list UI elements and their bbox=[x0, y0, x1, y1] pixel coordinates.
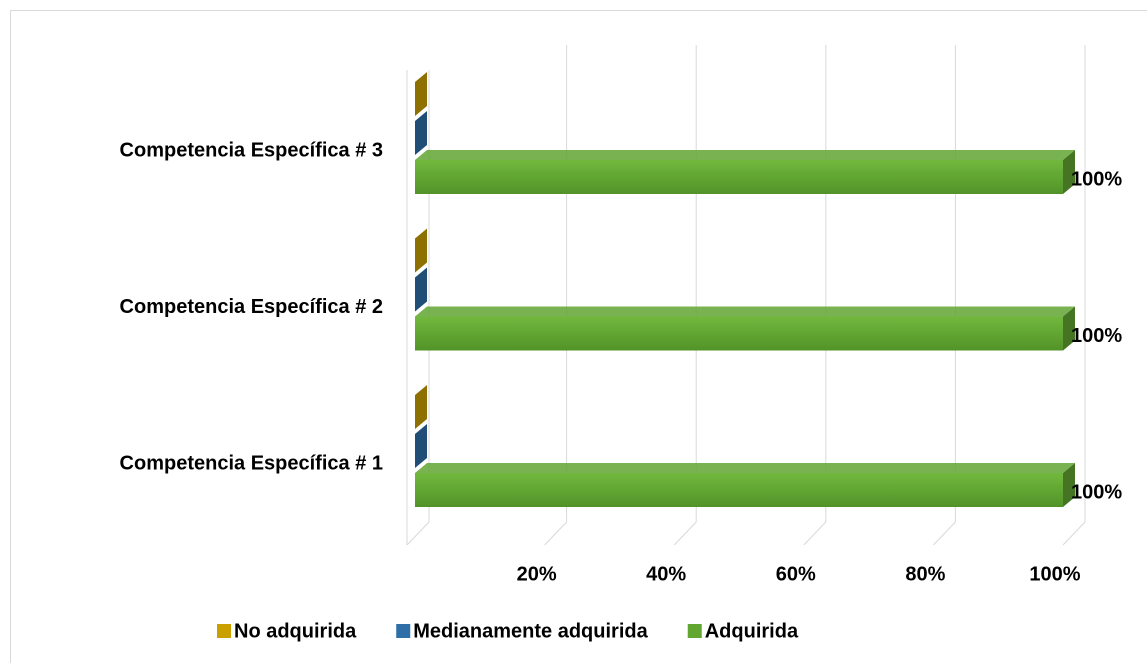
bar-side bbox=[1063, 150, 1075, 194]
bar-side bbox=[415, 385, 427, 429]
data-label: 100% bbox=[1071, 481, 1122, 503]
legend-swatch bbox=[217, 624, 231, 638]
bar bbox=[415, 316, 1063, 351]
x-tick-label: 60% bbox=[776, 563, 816, 585]
bar-side bbox=[415, 267, 427, 312]
legend-label: Medianamente adquirida bbox=[413, 620, 648, 642]
data-label: 100% bbox=[1071, 168, 1122, 190]
grid-floor-line bbox=[1062, 521, 1086, 546]
x-tick-label: 100% bbox=[1029, 563, 1080, 585]
bar-side bbox=[415, 228, 427, 273]
legend-label: No adquirida bbox=[234, 620, 357, 642]
bar-side bbox=[1063, 306, 1075, 351]
bar-top bbox=[415, 150, 1075, 160]
bar bbox=[415, 473, 1063, 507]
bar-top bbox=[415, 306, 1075, 317]
grid-floor-line bbox=[544, 521, 567, 546]
y-tick-label: Competencia Específica # 3 bbox=[120, 139, 383, 161]
legend-swatch bbox=[687, 624, 702, 638]
bar bbox=[415, 160, 1063, 194]
axis-floor bbox=[406, 521, 430, 546]
bar-side bbox=[1063, 463, 1075, 507]
grid-floor-line bbox=[673, 521, 697, 546]
legend-label: Adquirida bbox=[705, 620, 799, 642]
x-tick-label: 80% bbox=[905, 563, 945, 585]
bar-side bbox=[415, 424, 427, 468]
bar-side bbox=[415, 111, 427, 155]
bar-top bbox=[415, 463, 1075, 473]
grid-floor-line bbox=[803, 521, 827, 546]
data-label: 100% bbox=[1071, 325, 1122, 347]
x-tick-label: 20% bbox=[517, 563, 557, 585]
y-tick-label: Competencia Específica # 1 bbox=[120, 452, 383, 474]
y-tick-label: Competencia Específica # 2 bbox=[120, 296, 383, 318]
chart-border bbox=[10, 10, 1147, 663]
bar-side bbox=[415, 72, 427, 116]
grid-floor-line bbox=[933, 521, 956, 546]
x-tick-label: 40% bbox=[646, 563, 686, 585]
legend-swatch bbox=[396, 624, 411, 638]
